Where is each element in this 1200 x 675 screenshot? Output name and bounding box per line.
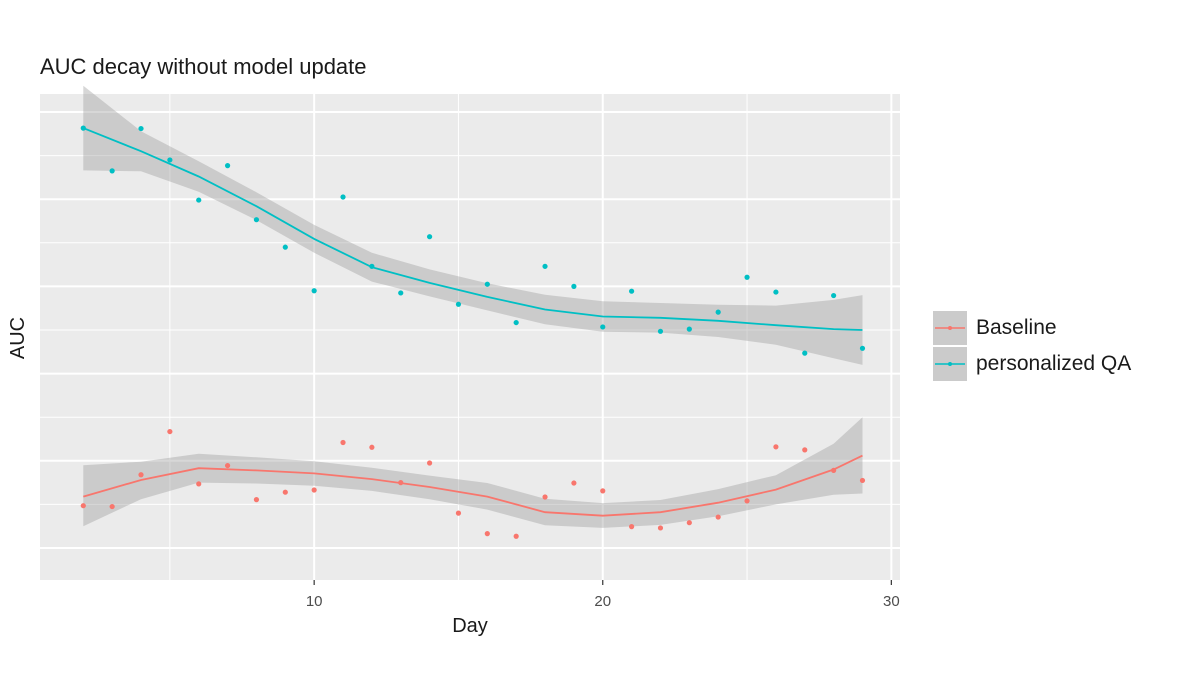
data-point-baseline — [80, 503, 86, 509]
data-point-personalized-qa — [340, 194, 346, 200]
data-point-personalized-qa — [196, 197, 202, 203]
data-point-personalized-qa — [657, 328, 664, 334]
data-point-personalized-qa — [224, 163, 231, 169]
data-point-personalized-qa — [282, 244, 288, 250]
data-point-personalized-qa — [859, 345, 866, 351]
data-point-baseline — [715, 514, 721, 520]
legend-label-baseline: Baseline — [976, 316, 1057, 339]
data-point-personalized-qa — [138, 125, 144, 132]
data-point-baseline — [109, 503, 115, 510]
trend-line-baseline — [83, 454, 863, 517]
data-point-baseline — [426, 460, 433, 466]
data-point-baseline — [484, 531, 490, 537]
data-point-personalized-qa — [715, 309, 721, 315]
y-axis-label: AUC — [7, 317, 29, 359]
data-point-personalized-qa — [80, 125, 86, 131]
data-point-personalized-qa — [484, 281, 490, 287]
data-point-personalized-qa — [311, 288, 317, 294]
data-point-personalized-qa — [455, 301, 462, 307]
data-point-personalized-qa — [542, 263, 548, 269]
data-point-personalized-qa — [802, 350, 808, 356]
data-point-personalized-qa — [513, 319, 519, 326]
data-point-personalized-qa — [744, 274, 750, 280]
data-point-personalized-qa — [831, 292, 837, 299]
legend-item-personalized-qa: personalized QA — [932, 346, 1131, 382]
trend-line-personalized-qa — [82, 127, 863, 331]
data-point-personalized-qa — [109, 168, 115, 174]
x-tick-label: 10 — [306, 593, 323, 610]
x-tick-label: 20 — [594, 593, 611, 610]
data-point-baseline — [542, 494, 548, 500]
data-point-baseline — [340, 439, 346, 446]
data-point-baseline — [455, 510, 462, 516]
data-point-baseline — [513, 533, 519, 539]
data-point-baseline — [196, 481, 202, 487]
data-point-baseline — [773, 444, 779, 450]
data-point-baseline — [253, 497, 260, 503]
legend-key-baseline — [933, 311, 967, 345]
confidence-band-baseline — [83, 417, 863, 528]
data-point-personalized-qa — [600, 324, 606, 330]
data-point-personalized-qa — [398, 290, 404, 296]
data-point-baseline — [744, 498, 750, 504]
confidence-band-personalized-qa — [83, 85, 863, 365]
data-point-baseline — [859, 477, 866, 484]
data-point-personalized-qa — [369, 263, 375, 269]
data-point-baseline — [657, 525, 664, 531]
data-point-baseline — [571, 480, 577, 486]
data-point-baseline — [311, 487, 317, 493]
x-axis-label: Day — [452, 615, 488, 637]
data-point-personalized-qa — [629, 288, 635, 294]
x-tick-label: 30 — [883, 593, 900, 610]
data-point-baseline — [686, 520, 692, 526]
plot-panel — [40, 94, 900, 580]
data-point-baseline — [600, 488, 606, 494]
data-point-personalized-qa — [167, 157, 173, 163]
data-point-personalized-qa — [773, 289, 779, 295]
data-point-baseline — [369, 444, 375, 450]
chart-title: AUC decay without model update — [40, 54, 367, 79]
legend-key-personalized-qa — [933, 347, 967, 381]
data-point-personalized-qa — [571, 283, 577, 289]
legend: Baseline personalized QA — [932, 310, 1131, 382]
data-point-personalized-qa — [686, 326, 692, 332]
data-point-personalized-qa — [253, 217, 260, 223]
legend-label-personalized-qa: personalized QA — [976, 352, 1132, 375]
data-point-baseline — [224, 462, 231, 469]
data-point-baseline — [831, 467, 837, 473]
data-point-baseline — [282, 489, 288, 495]
data-point-personalized-qa — [426, 234, 433, 240]
data-point-baseline — [138, 472, 144, 478]
data-point-baseline — [629, 524, 635, 530]
data-point-baseline — [398, 480, 404, 486]
data-point-baseline — [802, 447, 808, 453]
data-point-baseline — [167, 428, 173, 435]
legend-item-baseline: Baseline — [932, 310, 1131, 346]
